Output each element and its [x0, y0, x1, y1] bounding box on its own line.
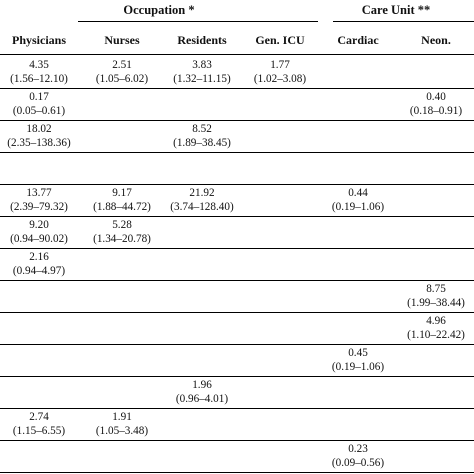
table-cell: 0.44 (0.19–1.06): [318, 186, 398, 214]
row-divider: [0, 344, 474, 345]
confidence-interval: (0.94–90.02): [10, 233, 68, 245]
header-bottom-rule: [0, 54, 474, 55]
row-divider: [0, 440, 474, 441]
row-divider: [0, 472, 474, 473]
confidence-interval: (1.05–3.48): [95, 425, 149, 437]
row-divider: [0, 152, 474, 153]
odds-ratio-value: 8.75: [426, 283, 446, 295]
table-cell: 13.77 (2.39–79.32): [0, 186, 79, 214]
odds-ratio-value: 2.16: [29, 251, 49, 263]
confidence-interval: (0.96–4.01): [175, 393, 229, 405]
occupation-group-header: Occupation *: [123, 3, 195, 17]
table-cell: 1.91 (1.05–3.48): [82, 410, 162, 438]
odds-ratio-value: 0.45: [348, 347, 368, 359]
table-cell: 9.20 (0.94–90.02): [0, 218, 79, 246]
odds-ratio-value: 21.92: [189, 187, 215, 199]
table-cell: 8.75 (1.99–38.44): [396, 282, 474, 310]
confidence-interval: (0.19–1.06): [331, 201, 385, 213]
care-unit-header-rule: [333, 21, 474, 22]
column-header: Neon.: [421, 33, 451, 47]
table-cell: 2.74 (1.15–6.55): [0, 410, 79, 438]
row-divider: [0, 88, 474, 89]
table-cell: 21.92 (3.74–128.40): [162, 186, 242, 214]
confidence-interval: (3.74–128.40): [170, 201, 234, 213]
table-cell: 9.17 (1.88–44.72): [82, 186, 162, 214]
confidence-interval: (2.35–138.36): [7, 137, 71, 149]
odds-ratio-value: 4.35: [29, 59, 49, 71]
table-cell: 0.40 (0.18–0.91): [396, 90, 474, 118]
column-header: Residents: [177, 33, 227, 47]
confidence-interval: (1.56–12.10): [10, 73, 68, 85]
row-divider: [0, 312, 474, 313]
row-divider: [0, 248, 474, 249]
table-cell: 0.17 (0.05–0.61): [0, 90, 79, 118]
confidence-interval: (1.34–20.78): [93, 233, 151, 245]
odds-ratio-value: 8.52: [192, 123, 212, 135]
confidence-interval: (1.89–38.45): [173, 137, 231, 149]
confidence-interval: (2.39–79.32): [10, 201, 68, 213]
column-header: Physicians: [11, 33, 66, 47]
row-divider: [0, 408, 474, 409]
odds-ratio-value: 9.20: [29, 219, 49, 231]
odds-ratio-value: 4.96: [426, 315, 446, 327]
odds-ratio-value: 0.40: [426, 91, 446, 103]
odds-ratio-value: 0.23: [348, 443, 368, 455]
odds-ratio-value: 2.74: [29, 411, 49, 423]
table-cell: 0.45 (0.19–1.06): [318, 346, 398, 374]
table-cell: 4.35 (1.56–12.10): [0, 58, 79, 86]
confidence-interval: (1.88–44.72): [93, 201, 151, 213]
confidence-interval: (1.02–3.08): [253, 73, 307, 85]
care-unit-group-header: Care Unit **: [361, 3, 431, 17]
odds-ratio-value: 18.02: [26, 123, 52, 135]
confidence-interval: (1.10–22.42): [407, 329, 465, 341]
table-cell: 5.28 (1.34–20.78): [82, 218, 162, 246]
table-cell: 18.02 (2.35–138.36): [0, 122, 79, 150]
row-divider: [0, 280, 474, 281]
confidence-interval: (0.19–1.06): [331, 361, 385, 373]
table-cell: 8.52 (1.89–38.45): [162, 122, 242, 150]
confidence-interval: (0.18–0.91): [409, 105, 463, 117]
row-divider: [0, 184, 474, 185]
confidence-interval: (1.99–38.44): [407, 297, 465, 309]
table-cell: 1.77 (1.02–3.08): [240, 58, 320, 86]
table-cell: 2.16 (0.94–4.97): [0, 250, 79, 278]
odds-ratio-value: 0.17: [29, 91, 49, 103]
confidence-interval: (1.32–11.15): [173, 73, 231, 85]
odds-ratio-value: 13.77: [26, 187, 52, 199]
table-cell: 2.51 (1.05–6.02): [82, 58, 162, 86]
confidence-interval: (1.15–6.55): [12, 425, 66, 437]
odds-ratio-value: 1.77: [270, 59, 290, 71]
odds-ratio-value: 3.83: [192, 59, 212, 71]
table-cell: 3.83 (1.32–11.15): [162, 58, 242, 86]
table-cell: 0.23 (0.09–0.56): [318, 442, 398, 470]
occupation-header-rule: [78, 21, 318, 22]
confidence-interval: (0.09–0.56): [331, 457, 385, 469]
row-divider: [0, 216, 474, 217]
table-cell: 4.96 (1.10–22.42): [396, 314, 474, 342]
odds-ratio-value: 2.51: [112, 59, 132, 71]
column-header: Nurses: [104, 33, 140, 47]
odds-ratio-value: 1.91: [112, 411, 132, 423]
odds-ratio-value: 0.44: [348, 187, 368, 199]
odds-ratio-value: 9.17: [112, 187, 132, 199]
column-header: Cardiac: [337, 33, 379, 47]
row-divider: [0, 120, 474, 121]
confidence-interval: (1.05–6.02): [95, 73, 149, 85]
row-divider: [0, 376, 474, 377]
confidence-interval: (0.05–0.61): [12, 105, 66, 117]
odds-ratio-value: 1.96: [192, 379, 212, 391]
confidence-interval: (0.94–4.97): [12, 265, 66, 277]
column-header: Gen. ICU: [255, 33, 305, 47]
table-cell: 1.96 (0.96–4.01): [162, 378, 242, 406]
odds-ratio-value: 5.28: [112, 219, 132, 231]
